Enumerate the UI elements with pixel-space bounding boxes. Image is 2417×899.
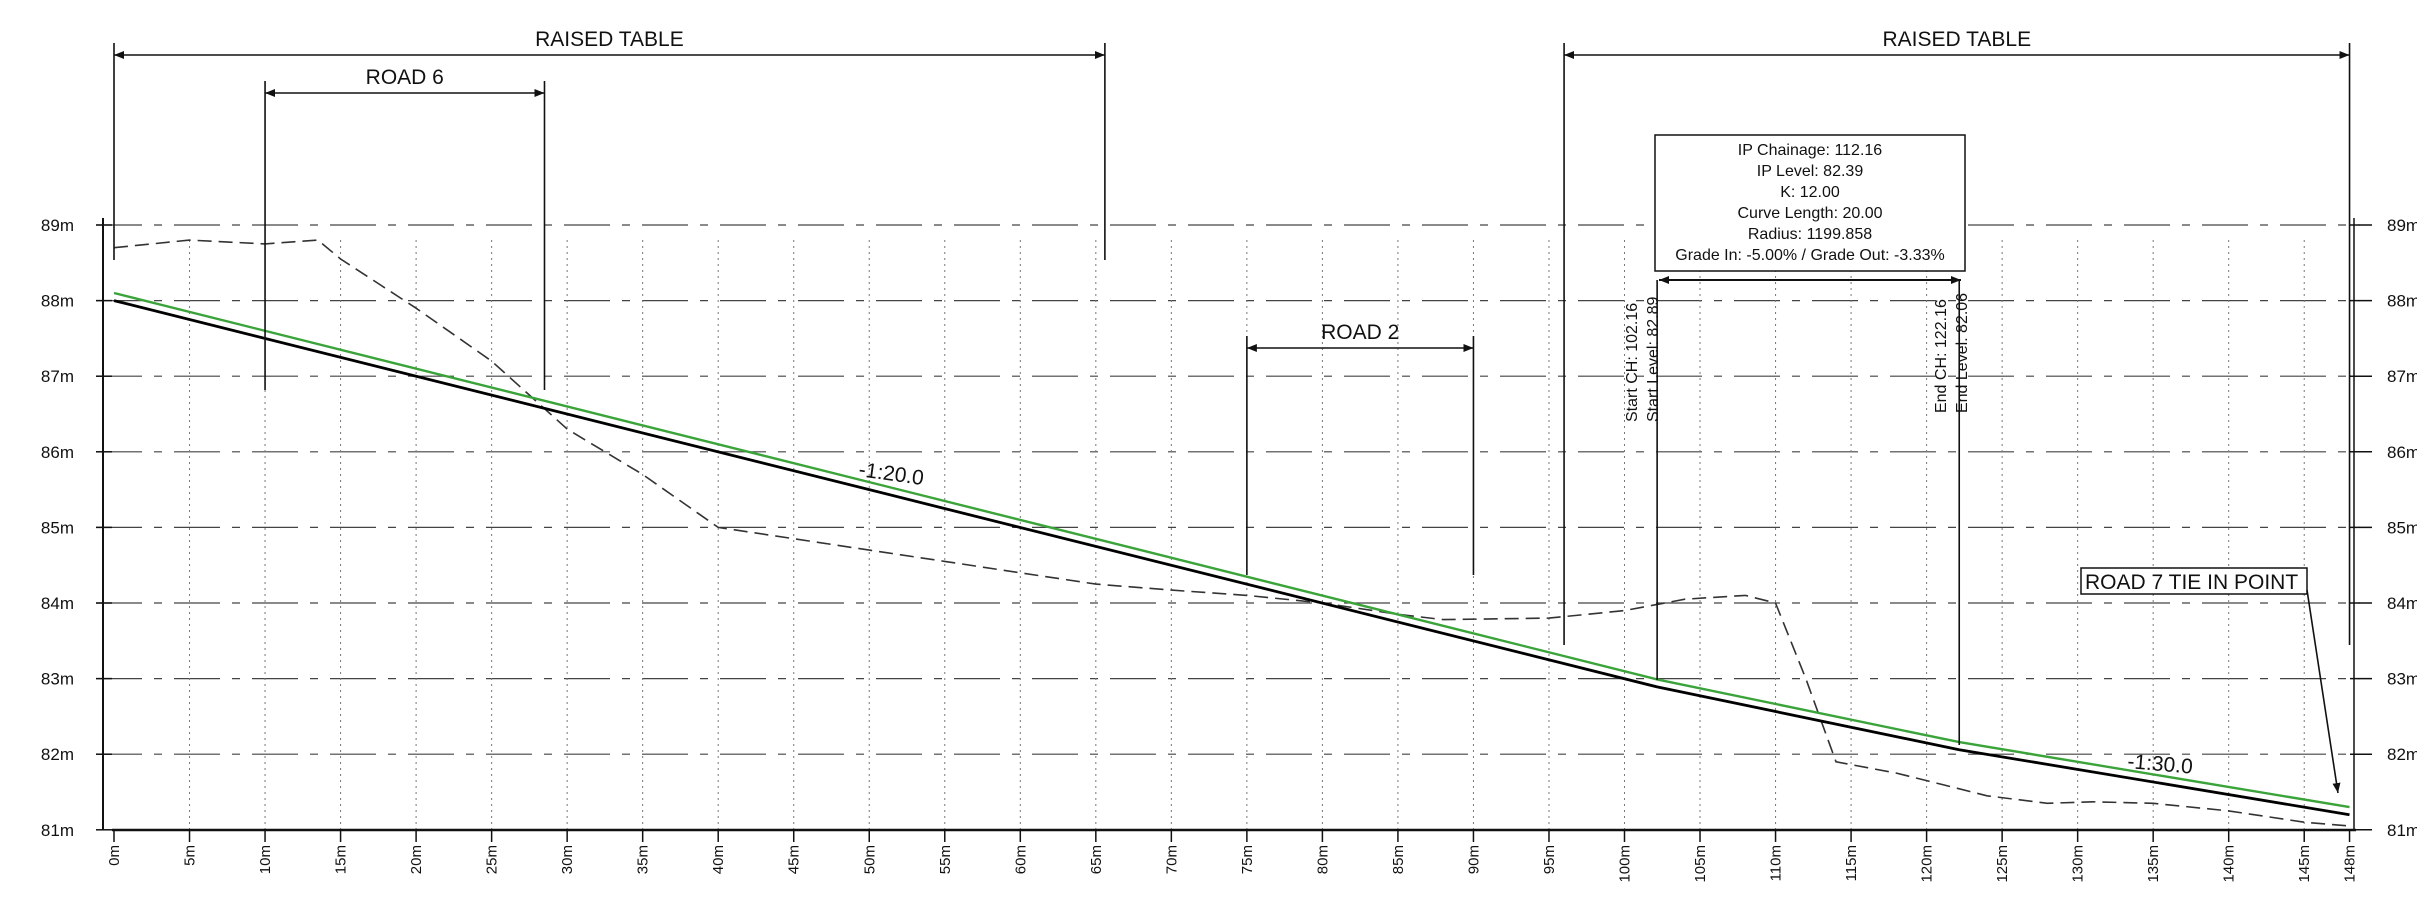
y-label-left: 89m xyxy=(41,216,74,235)
x-label: 60m xyxy=(1012,845,1029,874)
y-label-right: 87m xyxy=(2387,367,2417,386)
x-label: 135m xyxy=(2145,845,2162,883)
curve-k: K: 12.00 xyxy=(1780,184,1840,201)
x-label: 95m xyxy=(1541,845,1558,874)
y-label-right: 89m xyxy=(2387,216,2417,235)
dimension-label: RAISED TABLE xyxy=(535,28,684,51)
dimension-label: ROAD 6 xyxy=(366,66,444,89)
x-label: 85m xyxy=(1390,845,1407,874)
curve-start-level-label: Start Level: 82.89 xyxy=(1645,296,1662,422)
y-label-left: 85m xyxy=(41,518,74,537)
x-label: 0m xyxy=(106,845,123,866)
x-label: 70m xyxy=(1163,845,1180,874)
road-7-tie-in-callout: ROAD 7 TIE IN POINT xyxy=(2080,567,2341,794)
x-label: 145m xyxy=(2296,845,2313,883)
x-label: 140m xyxy=(2221,845,2238,883)
x-label: 75m xyxy=(1239,845,1256,874)
y-label-left: 86m xyxy=(41,443,74,462)
x-label: 110m xyxy=(1768,845,1785,881)
y-label-left: 81m xyxy=(41,821,74,840)
x-label: 115m xyxy=(1843,845,1860,881)
x-label: 80m xyxy=(1314,845,1331,874)
y-label-left: 82m xyxy=(41,745,74,764)
grade-label-2: -1:30.0 xyxy=(2127,750,2194,779)
offset-profile-line xyxy=(113,291,2350,809)
x-label: 35m xyxy=(635,845,652,874)
y-label-right: 85m xyxy=(2387,518,2417,537)
y-label-right: 83m xyxy=(2387,670,2417,689)
y-axis-labels-right: 89m 88m 87m 86m 85m 84m 83m 82m 81m xyxy=(2387,216,2417,840)
callout-label: ROAD 7 TIE IN POINT xyxy=(2085,571,2298,594)
curve-ip-chainage: IP Chainage: 112.16 xyxy=(1738,142,1883,159)
grade-label-1: -1:20.0 xyxy=(857,458,925,490)
curve-radius: Radius: 1199.858 xyxy=(1748,226,1872,243)
y-axis-labels-left: 89m 88m 87m 86m 85m 84m 83m 82m 81m xyxy=(41,216,74,840)
vertical-curve-info: IP Chainage: 112.16 IP Level: 82.39 K: 1… xyxy=(1654,134,1966,284)
curve-info-box xyxy=(1654,134,1966,272)
curve-grades: Grade In: -5.00% / Grade Out: -3.33% xyxy=(1675,247,1944,264)
x-label: 45m xyxy=(786,845,803,874)
x-label: 120m xyxy=(1919,845,1936,883)
x-axis-labels: 0m 5m 10m 15m 20m 25m 30m 35m 40m 45m 50m 55m 60m 65m… xyxy=(106,845,2359,883)
dimension-label: ROAD 2 xyxy=(1321,321,1399,344)
curve-end-chainage-label: End CH: 122.16 xyxy=(1933,299,1950,413)
x-label: 130m xyxy=(2070,845,2087,883)
y-label-right: 86m xyxy=(2387,443,2417,462)
y-label-right: 88m xyxy=(2387,292,2417,311)
design-profile-line xyxy=(113,299,2350,817)
x-label: 20m xyxy=(408,845,425,874)
x-label: 30m xyxy=(559,845,576,874)
y-label-left: 87m xyxy=(41,367,74,386)
curve-end-level-label: End Level: 82.06 xyxy=(1954,293,1971,413)
curve-markers: Start CH: 102.16 Start Level: 82.89 End … xyxy=(1624,280,1971,745)
x-label: 50m xyxy=(861,845,878,874)
x-label: 125m xyxy=(1994,845,2011,883)
x-label: 25m xyxy=(484,845,501,874)
callout-leader xyxy=(2306,589,2341,794)
y-label-right: 82m xyxy=(2387,745,2417,764)
dimension-label: RAISED TABLE xyxy=(1882,28,2031,51)
x-label: 10m xyxy=(257,845,274,874)
y-label-right: 84m xyxy=(2387,594,2417,613)
dimension-annotations: RAISED TABLE ROAD 6 ROAD 2 RAISED TABLE xyxy=(113,28,2351,645)
y-label-right: 81m xyxy=(2387,821,2417,840)
existing-ground-line xyxy=(113,239,2350,827)
x-label: 148m xyxy=(2342,845,2359,883)
y-label-left: 84m xyxy=(41,594,74,613)
x-label: 100m xyxy=(1617,845,1634,883)
x-label: 105m xyxy=(1692,845,1709,883)
x-label: 65m xyxy=(1088,845,1105,874)
y-label-left: 88m xyxy=(41,292,74,311)
x-label: 40m xyxy=(710,845,727,874)
y-label-left: 83m xyxy=(41,670,74,689)
x-label: 15m xyxy=(333,845,350,874)
callout-box xyxy=(2080,567,2308,595)
curve-ip-level: IP Level: 82.39 xyxy=(1757,163,1864,180)
x-label: 5m xyxy=(182,845,199,866)
horizontal-grid xyxy=(96,224,2372,831)
curve-length: Curve Length: 20.00 xyxy=(1738,205,1883,222)
x-label: 55m xyxy=(937,845,954,874)
x-label: 90m xyxy=(1465,845,1482,874)
curve-start-chainage-label: Start CH: 102.16 xyxy=(1624,303,1641,422)
